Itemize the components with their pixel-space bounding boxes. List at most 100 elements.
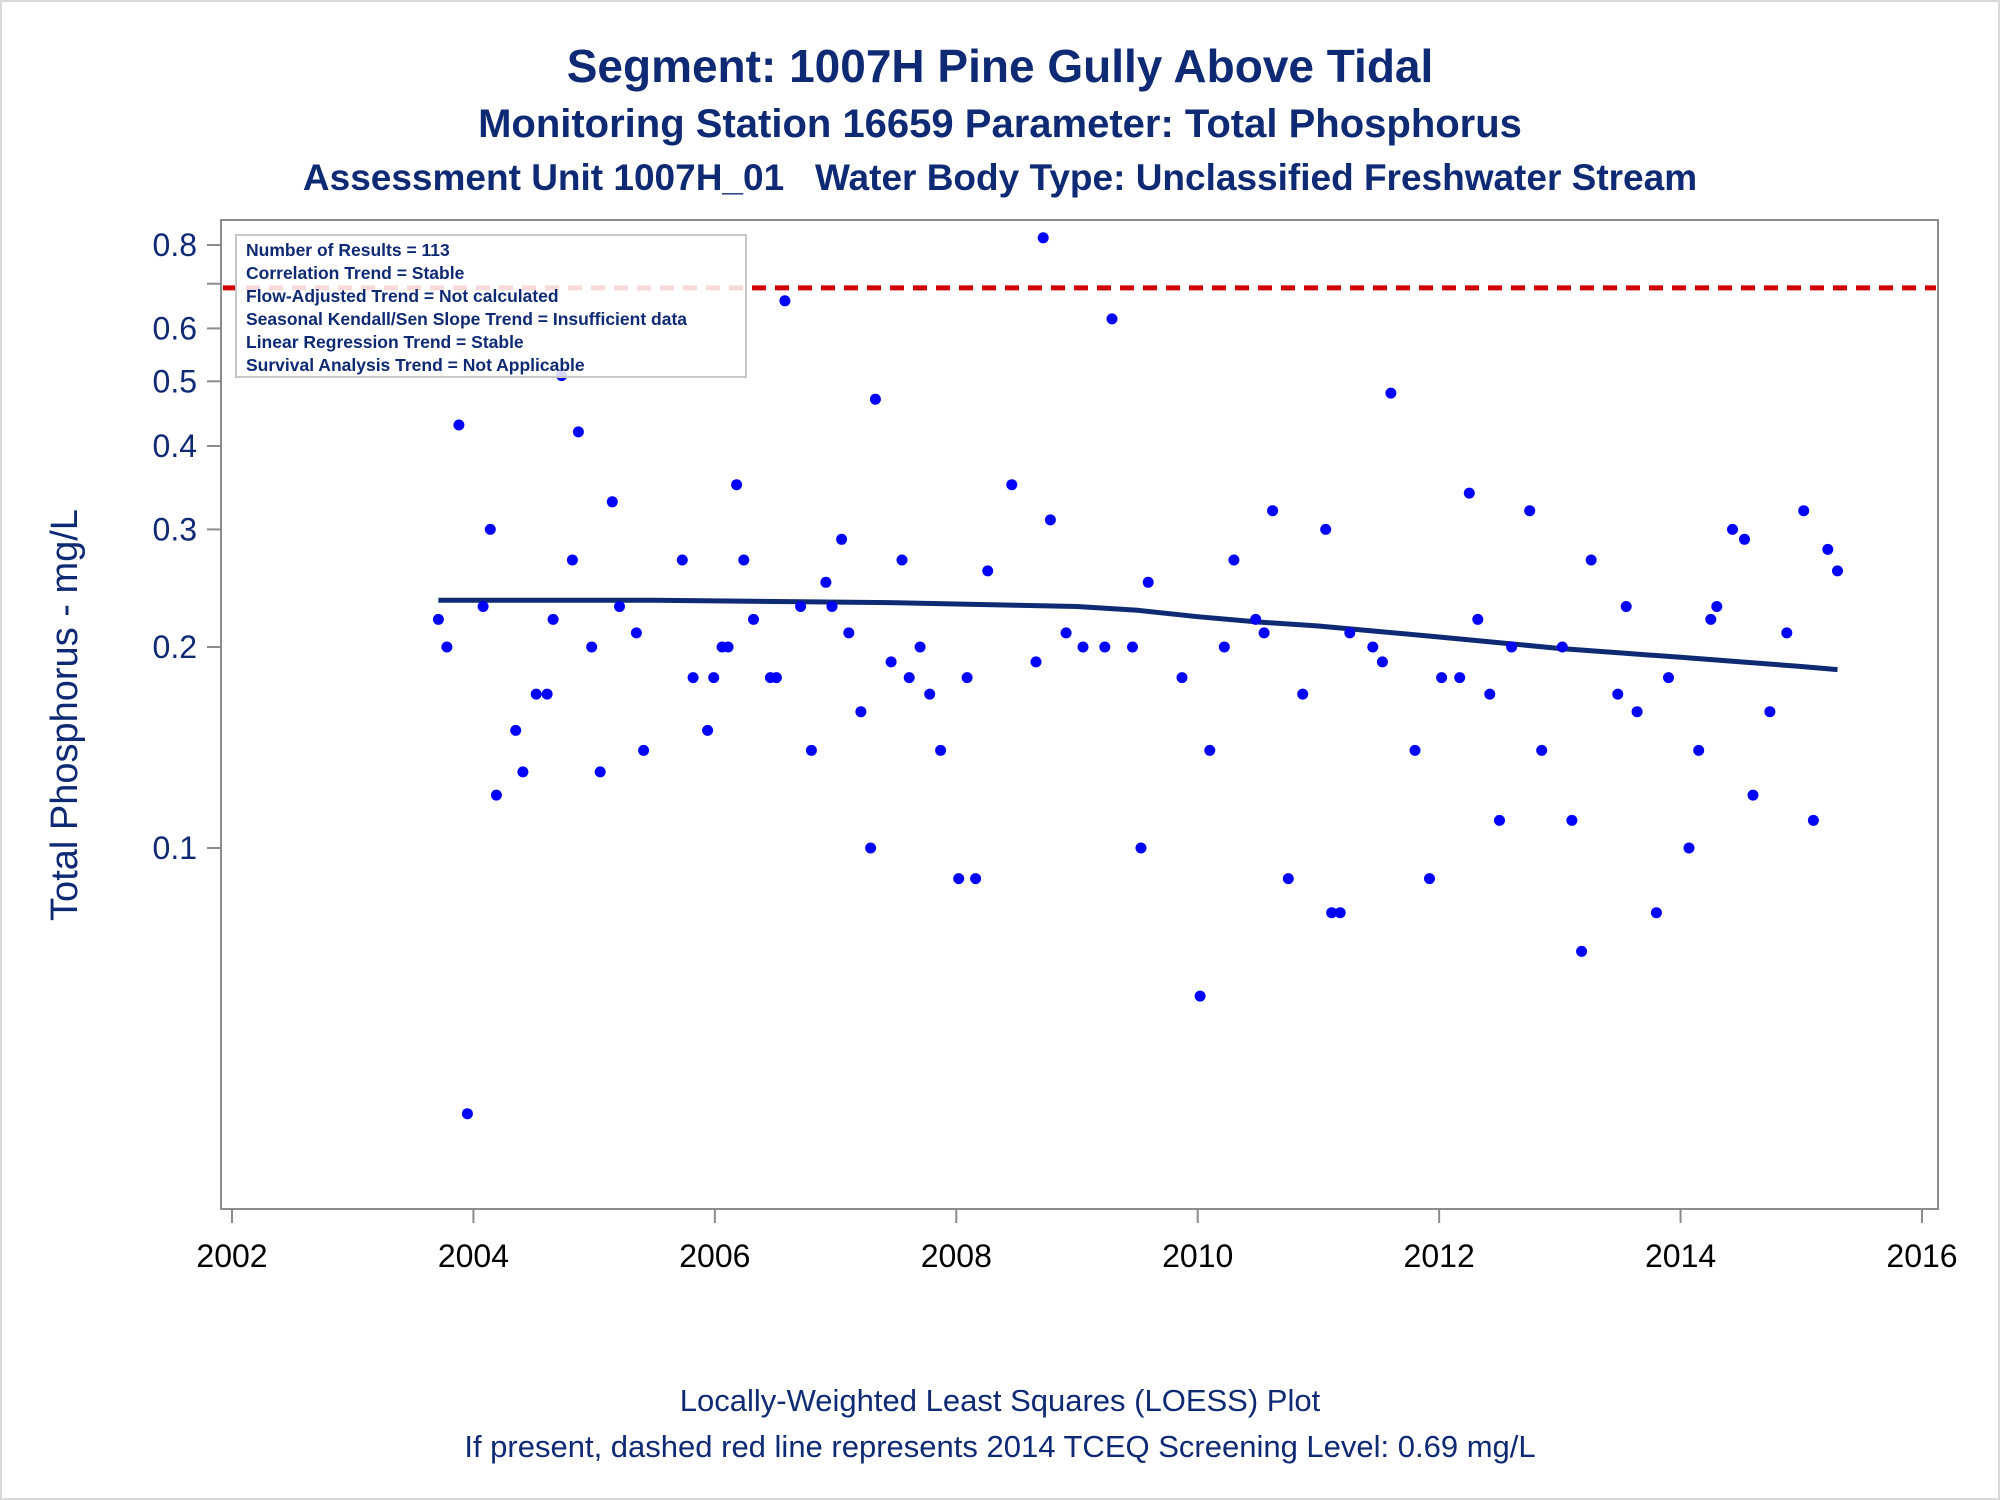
- data-point: [1484, 688, 1496, 700]
- data-point: [914, 641, 926, 653]
- data-point: [1282, 873, 1294, 885]
- data-point: [1258, 627, 1270, 639]
- stats-linear-regression-trend: Linear Regression Trend = Stable: [246, 332, 524, 352]
- y-axis: 0.1 0.2 0.3 0.4 0.5 0.6 0.8: [153, 227, 221, 866]
- data-point: [1494, 814, 1505, 826]
- data-point: [1663, 672, 1674, 684]
- data-point: [1409, 744, 1421, 756]
- data-point: [1320, 523, 1332, 535]
- data-point: [432, 613, 444, 625]
- data-point: [1747, 789, 1759, 801]
- chart-subtitle-2: Assessment Unit 1007H_01 Water Body Type…: [302, 157, 1698, 198]
- data-point: [1044, 514, 1056, 526]
- x-axis: 2002 2004 2006 2008 2010 2012 2014 2016: [196, 1209, 1958, 1274]
- chart-title: Segment: 1007H Pine Gully Above Tidal: [566, 40, 1434, 92]
- data-point: [1424, 873, 1435, 885]
- data-point: [843, 627, 855, 639]
- data-point: [1454, 672, 1466, 684]
- data-point: [1693, 744, 1705, 756]
- data-point: [708, 672, 720, 684]
- data-point: [594, 766, 606, 778]
- data-point: [1463, 487, 1475, 499]
- x-tick-label: 2012: [1404, 1238, 1475, 1274]
- plot-area: [220, 219, 1939, 1210]
- data-point: [1524, 505, 1536, 517]
- stats-number-of-results: Number of Results = 113: [246, 240, 450, 260]
- stats-correlation-trend: Correlation Trend = Stable: [246, 263, 465, 283]
- data-point: [1727, 523, 1738, 535]
- data-point: [970, 873, 982, 885]
- data-point: [903, 672, 915, 684]
- data-point: [1807, 814, 1819, 826]
- data-point: [865, 842, 877, 854]
- y-tick-label: 0.8: [153, 227, 197, 263]
- data-point: [869, 393, 881, 405]
- data-point: [1367, 641, 1379, 653]
- data-point: [1472, 613, 1484, 625]
- data-point: [1334, 907, 1346, 919]
- data-point: [687, 672, 699, 684]
- data-point: [1376, 656, 1388, 668]
- stats-survival-analysis-trend: Survival Analysis Trend = Not Applicable: [246, 355, 585, 375]
- data-point: [702, 724, 714, 736]
- data-point: [1711, 601, 1723, 612]
- data-point: [896, 554, 908, 566]
- x-tick-label: 2014: [1645, 1238, 1716, 1274]
- data-point: [738, 554, 750, 566]
- y-axis-label: Total Phosphorus - mg/L: [44, 509, 86, 921]
- footnote-screening-level: If present, dashed red line represents 2…: [464, 1429, 1536, 1464]
- x-tick-label: 2010: [1162, 1238, 1233, 1274]
- y-tick-label: 0.6: [153, 310, 197, 346]
- data-point: [1030, 656, 1042, 668]
- data-point: [547, 613, 559, 625]
- data-point: [453, 419, 465, 431]
- data-point: [1650, 907, 1662, 919]
- data-point: [490, 789, 502, 801]
- data-point: [1228, 554, 1240, 566]
- stats-seasonal-kendall-trend: Seasonal Kendall/Sen Slope Trend = Insuf…: [246, 309, 687, 329]
- data-point: [1705, 613, 1717, 625]
- data-point: [826, 601, 838, 612]
- data-point: [1297, 688, 1309, 700]
- x-tick-label: 2004: [438, 1238, 509, 1274]
- data-point: [885, 656, 897, 668]
- data-point: [1176, 672, 1188, 684]
- data-point: [638, 744, 650, 756]
- y-tick-label: 0.5: [153, 363, 197, 399]
- data-point: [566, 554, 578, 566]
- data-point: [461, 1108, 473, 1120]
- data-point: [1267, 505, 1279, 517]
- data-point: [1218, 641, 1230, 653]
- data-point: [1764, 706, 1776, 718]
- data-point: [1135, 842, 1147, 854]
- data-point: [1077, 641, 1089, 653]
- data-point: [484, 523, 496, 535]
- data-point: [614, 601, 625, 612]
- data-point: [517, 766, 529, 778]
- data-point: [770, 672, 782, 684]
- data-point: [731, 479, 743, 491]
- data-point: [1106, 313, 1118, 325]
- data-point: [530, 688, 542, 700]
- data-point: [1556, 641, 1568, 653]
- data-point: [924, 688, 936, 700]
- data-point: [630, 627, 642, 639]
- data-point: [805, 744, 817, 756]
- stats-box-frame: [235, 234, 747, 378]
- data-point: [1436, 672, 1448, 684]
- data-point: [820, 576, 832, 588]
- data-point: [1385, 387, 1397, 399]
- data-point: [676, 554, 688, 566]
- data-point: [836, 533, 848, 545]
- y-tick-label: 0.4: [153, 428, 197, 464]
- data-point: [1576, 945, 1588, 957]
- chart-titles: Segment: 1007H Pine Gully Above Tidal Mo…: [0, 36, 2000, 204]
- y-tick-label: 0.1: [153, 830, 197, 866]
- data-point: [953, 873, 965, 885]
- y-tick-label: 0.3: [153, 511, 197, 547]
- data-point: [722, 641, 734, 653]
- data-point: [961, 672, 973, 684]
- data-point: [1142, 576, 1154, 588]
- data-point: [606, 496, 618, 508]
